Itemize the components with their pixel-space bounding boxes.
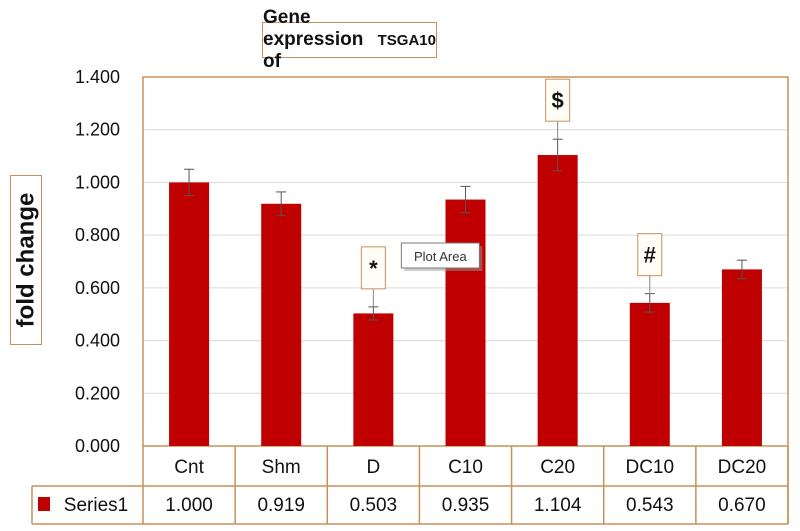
y-axis-label: fold change xyxy=(10,175,42,345)
bar-C20 xyxy=(537,155,578,446)
y-tick-label: 1.000 xyxy=(75,172,120,192)
y-tick-label: 1.400 xyxy=(75,67,120,87)
annotation-box xyxy=(360,246,386,290)
y-tick-label: 0.600 xyxy=(75,278,120,298)
bar-Cnt xyxy=(169,182,210,446)
data-table-value: 0.935 xyxy=(442,495,490,516)
annotation-DC10: # xyxy=(644,243,656,268)
data-table-value: 1.000 xyxy=(165,495,213,516)
category-label: Shm xyxy=(262,457,301,478)
tooltip-box xyxy=(400,242,480,269)
data-table-value: 0.543 xyxy=(626,495,674,516)
y-tick-label: 0.000 xyxy=(75,436,120,456)
bar-Shm xyxy=(261,203,302,446)
category-label: DC20 xyxy=(718,457,767,478)
annotation-C20: $ xyxy=(552,88,564,113)
annotation-D: * xyxy=(369,256,378,281)
title-gene: TSGA10 xyxy=(377,31,436,49)
legend-series-name: Series1 xyxy=(64,495,128,516)
category-label: C20 xyxy=(540,457,575,478)
category-label: C10 xyxy=(448,457,483,478)
bar-C10 xyxy=(445,199,486,446)
annotation-box xyxy=(545,78,571,122)
category-label: D xyxy=(366,457,380,478)
bar-D xyxy=(353,313,394,446)
legend-swatch xyxy=(38,497,50,511)
y-tick-label: 0.400 xyxy=(75,331,120,351)
data-table-value: 1.104 xyxy=(534,495,582,516)
data-table-value: 0.919 xyxy=(257,495,305,516)
y-tick-label: 1.200 xyxy=(75,120,120,140)
data-table-value: 0.503 xyxy=(350,495,398,516)
tooltip-text: Plot Area xyxy=(414,249,468,264)
bar-DC20 xyxy=(721,269,762,446)
annotation-box xyxy=(637,233,663,277)
y-tick-label: 0.800 xyxy=(75,225,120,245)
category-label: DC10 xyxy=(625,457,674,478)
data-table-value: 0.670 xyxy=(718,495,766,516)
bar-DC10 xyxy=(629,302,670,446)
y-tick-label: 0.200 xyxy=(75,383,120,403)
category-label: Cnt xyxy=(174,457,204,478)
chart-title: Gene expression of TSGA10 xyxy=(262,7,437,72)
title-text: Gene expression of xyxy=(263,7,364,72)
